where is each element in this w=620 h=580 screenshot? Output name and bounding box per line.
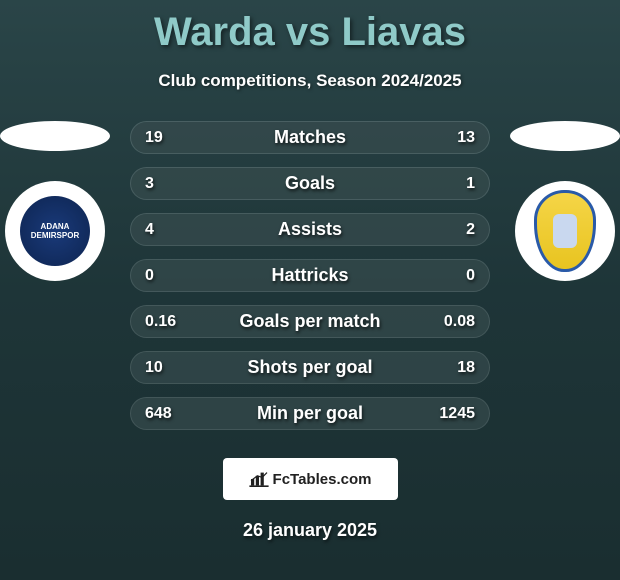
team-right-badge	[515, 181, 615, 281]
stat-label: Hattricks	[271, 265, 348, 286]
stat-row: 0 Hattricks 0	[130, 259, 490, 292]
stat-value-left: 0	[145, 267, 154, 285]
stat-row: 4 Assists 2	[130, 213, 490, 246]
stat-value-right: 13	[457, 129, 475, 147]
logo-text: FcTables.com	[273, 471, 372, 488]
stat-label: Matches	[274, 127, 346, 148]
subtitle: Club competitions, Season 2024/2025	[0, 71, 620, 91]
page-title: Warda vs Liavas	[0, 0, 620, 55]
stat-value-left: 4	[145, 221, 154, 239]
stat-value-right: 1	[466, 175, 475, 193]
stat-fill-right	[400, 168, 490, 199]
stat-label: Shots per goal	[247, 357, 372, 378]
stat-value-left: 3	[145, 175, 154, 193]
stat-row: 19 Matches 13	[130, 121, 490, 154]
player-right-photo	[510, 121, 620, 151]
stat-value-right: 0	[466, 267, 475, 285]
stat-value-left: 0.16	[145, 313, 176, 331]
stat-label: Goals	[285, 173, 335, 194]
stat-label: Goals per match	[239, 311, 380, 332]
fctables-logo[interactable]: FcTables.com	[223, 458, 398, 500]
stat-value-right: 1245	[439, 405, 475, 423]
player-left-column: ADANA DEMIRSPOR	[0, 121, 110, 281]
stat-label: Assists	[278, 219, 342, 240]
team-right-badge-inner	[534, 190, 596, 272]
team-left-badge: ADANA DEMIRSPOR	[5, 181, 105, 281]
player-right-column	[510, 121, 620, 281]
stat-row: 10 Shots per goal 18	[130, 351, 490, 384]
stat-value-left: 10	[145, 359, 163, 377]
stat-value-left: 19	[145, 129, 163, 147]
stat-row: 0.16 Goals per match 0.08	[130, 305, 490, 338]
stat-value-right: 18	[457, 359, 475, 377]
date-label: 26 january 2025	[0, 520, 620, 541]
stat-value-right: 0.08	[444, 313, 475, 331]
team-left-badge-inner: ADANA DEMIRSPOR	[20, 196, 90, 266]
stat-label: Min per goal	[257, 403, 363, 424]
stat-row: 3 Goals 1	[130, 167, 490, 200]
stat-row: 648 Min per goal 1245	[130, 397, 490, 430]
stats-list: 19 Matches 13 3 Goals 1 4 Assists 2 0 Hattricks 0 0.…	[130, 121, 490, 430]
chart-icon	[249, 471, 269, 487]
player-left-photo	[0, 121, 110, 151]
stat-fill-left	[131, 168, 400, 199]
stat-value-left: 648	[145, 405, 172, 423]
comparison-panel: ADANA DEMIRSPOR 19 Matches 13 3 Goals 1 4 Assis…	[0, 121, 620, 430]
stat-value-right: 2	[466, 221, 475, 239]
